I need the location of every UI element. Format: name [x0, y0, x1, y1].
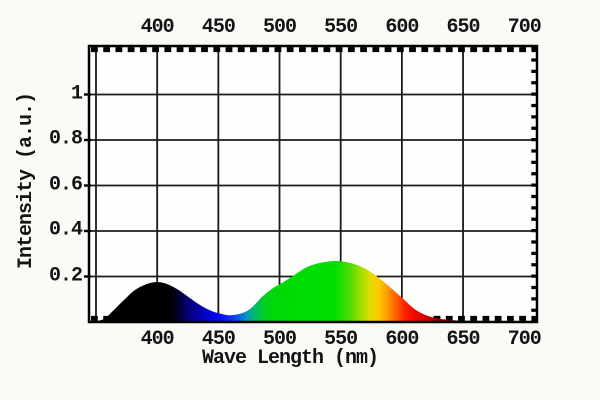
- spectral-area-series: [96, 260, 537, 322]
- x-tick-label-bottom: 700: [507, 328, 542, 351]
- x-tick-label-bottom: 550: [324, 328, 358, 351]
- x-tick-label-top: 650: [446, 16, 481, 39]
- plot-frame: [87, 44, 539, 324]
- x-tick-label-bottom: 600: [385, 328, 419, 351]
- y-tick-label: 0.4: [48, 218, 83, 242]
- y-axis-title: Intensity (a.u.): [15, 92, 38, 270]
- x-tick-label-top: 550: [324, 16, 358, 39]
- x-tick-label-top: 500: [263, 16, 297, 39]
- x-tick-label-bottom: 400: [140, 328, 175, 351]
- x-axis-title: Wave Length (nm): [201, 347, 379, 370]
- x-tick-label-top: 700: [507, 16, 542, 39]
- x-tick-label-bottom: 450: [201, 328, 236, 351]
- x-tick-label-top: 600: [385, 16, 419, 39]
- y-tick-label: 0.6: [48, 173, 83, 197]
- y-tick-label: 0.8: [48, 127, 83, 151]
- y-tick-label: 1: [70, 82, 83, 106]
- x-tick-label-bottom: 650: [446, 328, 481, 351]
- x-tick-label-bottom: 500: [263, 328, 297, 351]
- x-tick-label-top: 450: [201, 16, 236, 39]
- y-tick-label: 0.2: [48, 264, 83, 288]
- x-tick-label-top: 400: [140, 16, 175, 39]
